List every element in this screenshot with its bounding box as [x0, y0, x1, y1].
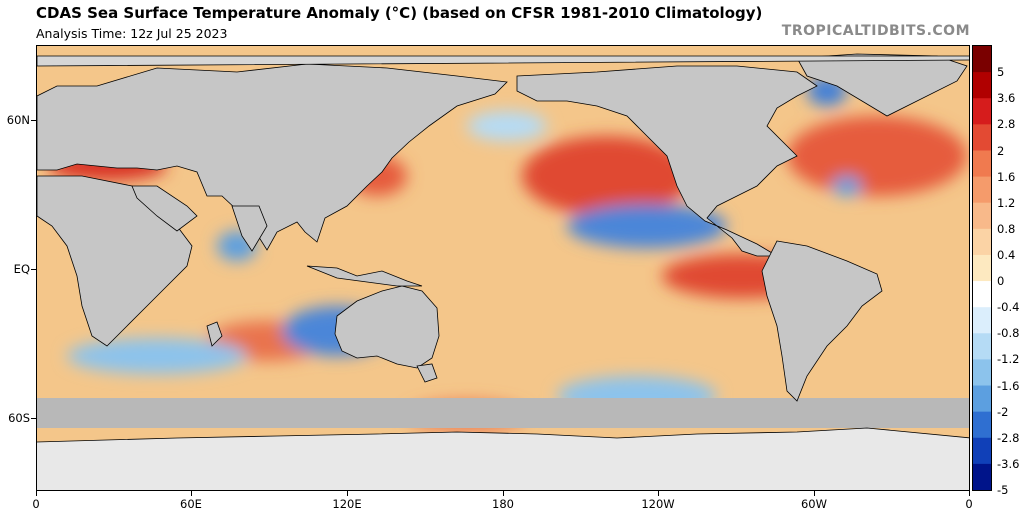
x-tick-180 — [503, 491, 504, 496]
y-label-60s: 60S — [8, 411, 30, 425]
antarctica-coastline — [37, 427, 969, 443]
india — [231, 205, 268, 252]
y-label-60n: 60N — [6, 113, 30, 127]
north-america — [516, 65, 818, 257]
colorbar-label: 5 — [997, 65, 1005, 80]
x-label-120e: 120E — [332, 497, 362, 511]
colorbar-swatch — [973, 411, 991, 439]
greenland — [796, 53, 968, 117]
colorbar — [972, 45, 992, 491]
x-label-60w: 60W — [800, 497, 828, 511]
colorbar-label: 1.6 — [997, 169, 1016, 184]
colorbar-swatch — [973, 46, 991, 73]
cool-anomaly-atlantic-patch — [832, 176, 862, 196]
analysis-time: Analysis Time: 12z Jul 25 2023 — [36, 26, 228, 41]
x-tick-60e — [191, 491, 192, 496]
warm-anomaly-n-atlantic — [787, 116, 967, 196]
indonesia — [306, 265, 423, 287]
eurasia — [37, 63, 508, 251]
south-america — [761, 240, 883, 402]
colorbar-label: -3.6 — [997, 456, 1020, 471]
new-zealand — [416, 363, 438, 383]
madagascar — [206, 321, 223, 347]
land-masses — [37, 53, 969, 402]
x-tick-0-east — [969, 491, 970, 496]
colorbar-swatch — [973, 385, 991, 413]
colorbar-swatches — [973, 46, 991, 490]
colorbar-label: 0.4 — [997, 247, 1016, 262]
colorbar-swatch — [973, 254, 991, 282]
site-credit: TROPICALTIDBITS.COM — [781, 23, 970, 39]
x-label-0-east: 0 — [965, 497, 973, 511]
y-label-eq: EQ — [13, 262, 30, 276]
colorbar-swatch — [973, 463, 991, 490]
x-tick-60w — [814, 491, 815, 496]
cool-anomaly-n-pacific — [467, 111, 547, 141]
y-tick-60s — [31, 418, 36, 419]
colorbar-swatch — [973, 437, 991, 465]
sea-ice-band — [37, 398, 969, 428]
arctic-ice-strip — [37, 55, 969, 67]
colorbar-swatch — [973, 150, 991, 178]
colorbar-label: -2.8 — [997, 430, 1020, 445]
x-label-120w: 120W — [641, 497, 675, 511]
map-canvas — [37, 46, 969, 490]
colorbar-swatch — [973, 359, 991, 387]
cool-anomaly-s-ocean — [67, 338, 247, 374]
colorbar-label: 1.2 — [997, 195, 1016, 210]
colorbar-swatch — [973, 202, 991, 230]
colorbar-label: 3.6 — [997, 91, 1016, 106]
sst-anomaly-map — [36, 45, 970, 491]
colorbar-label: -2 — [997, 404, 1009, 419]
arabia — [131, 185, 198, 232]
colorbar-label: -0.8 — [997, 326, 1020, 341]
colorbar-swatch — [973, 72, 991, 99]
australia — [334, 285, 440, 369]
colorbar-label: -1.6 — [997, 378, 1020, 393]
colorbar-label: 2 — [997, 143, 1005, 158]
colorbar-swatch — [973, 307, 991, 334]
colorbar-swatch — [973, 228, 991, 256]
chart-title: CDAS Sea Surface Temperature Anomaly (°C… — [36, 4, 763, 22]
x-tick-0-west — [36, 491, 37, 496]
colorbar-swatch — [973, 176, 991, 204]
x-label-180: 180 — [492, 497, 514, 511]
y-tick-60n — [31, 120, 36, 121]
colorbar-swatch — [973, 98, 991, 125]
x-label-0-west: 0 — [32, 497, 40, 511]
colorbar-swatch — [973, 281, 991, 308]
x-label-60e: 60E — [180, 497, 202, 511]
colorbar-label: -5 — [997, 483, 1009, 497]
colorbar-swatch — [973, 333, 991, 360]
colorbar-label: 0.8 — [997, 221, 1016, 236]
colorbar-label: 0 — [997, 274, 1005, 289]
cool-anomaly-ne-pacific — [567, 204, 727, 248]
colorbar-label: -1.2 — [997, 352, 1020, 367]
x-tick-120e — [347, 491, 348, 496]
colorbar-label: -0.4 — [997, 300, 1020, 315]
colorbar-swatch — [973, 124, 991, 151]
warm-anomaly-ne-pacific — [522, 136, 692, 216]
x-tick-120w — [658, 491, 659, 496]
colorbar-label: 2.8 — [997, 117, 1016, 132]
antarctica — [37, 428, 969, 490]
y-tick-eq — [31, 269, 36, 270]
